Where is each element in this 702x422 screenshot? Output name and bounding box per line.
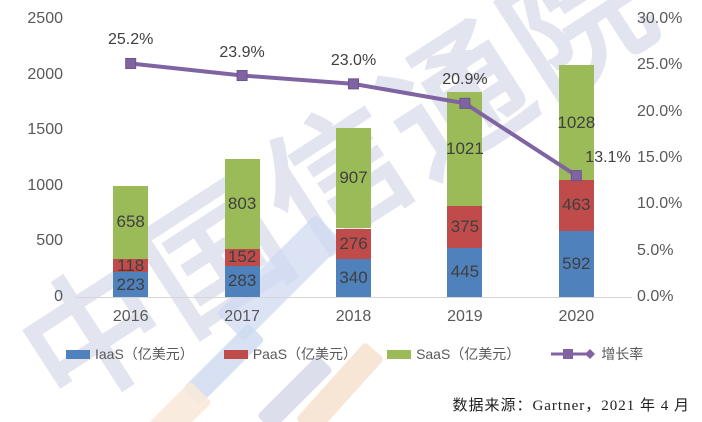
growth-rate-label: 23.9% — [219, 43, 265, 61]
right-axis-tick-label: 0.0% — [637, 288, 674, 305]
bar-segment: 223 — [113, 272, 149, 297]
x-axis-category-label: 2020 — [558, 308, 595, 325]
x-axis-category-label: 2017 — [224, 308, 260, 325]
bar-segment: 118 — [113, 256, 149, 275]
legend-label: PaaS（亿美元） — [252, 346, 358, 362]
legend-label: SaaS（亿美元） — [416, 346, 521, 362]
legend-item: 增长率 — [550, 344, 643, 364]
bar-segment: 276 — [336, 228, 371, 260]
x-axis-category-label: 2018 — [335, 308, 372, 325]
growth-rate-label: 25.2% — [108, 31, 154, 49]
bar-segment: 658 — [113, 185, 149, 260]
legend-swatch — [223, 349, 248, 359]
source-note: 数据来源：Gartner，2021 年 4 月 — [452, 398, 690, 414]
right-axis-tick-label: 15.0% — [637, 149, 683, 166]
left-axis-tick-label: 0 — [54, 288, 63, 305]
left-axis-tick-label: 2000 — [27, 65, 63, 83]
left-axis-tick-label: 2500 — [27, 10, 63, 27]
bar-segment: 152 — [224, 247, 260, 266]
growth-rate-label: 23.0% — [330, 51, 377, 69]
x-axis-category-label: 2019 — [447, 308, 483, 325]
left-axis-tick-label: 1000 — [27, 176, 63, 194]
legend-line-marker-icon — [551, 349, 596, 359]
legend-label: IaaS（亿美元） — [95, 346, 194, 362]
bar-segment: 592 — [558, 231, 594, 297]
bar-segment: 1021 — [446, 92, 484, 206]
bar-segment: 375 — [447, 205, 483, 248]
growth-rate-label: 20.9% — [442, 71, 488, 89]
legend-swatch — [387, 349, 412, 359]
right-axis-tick-label: 10.0% — [637, 195, 683, 213]
legend: IaaS（亿美元） PaaS（亿美元） SaaS（亿美元） 增长率 — [66, 345, 643, 363]
left-axis-tick-label: 500 — [36, 232, 63, 250]
right-axis-tick-label: 5.0% — [637, 241, 674, 259]
growth-rate-label: 13.1% — [585, 148, 631, 166]
bar-segment: 283 — [224, 265, 260, 297]
x-axis-category-label: 2016 — [112, 308, 149, 325]
legend-item: PaaS（亿美元） — [223, 344, 358, 364]
right-axis-tick-label: 25.0% — [637, 56, 683, 74]
bar-segment: 463 — [558, 179, 594, 232]
bar-segment: 340 — [336, 259, 371, 297]
legend-item: IaaS（亿美元） — [66, 344, 194, 364]
legend-label: 增长率 — [601, 346, 644, 362]
bar-segment: 907 — [336, 127, 371, 229]
legend-swatch — [66, 349, 90, 359]
x-axis-line — [75, 297, 632, 298]
right-axis-tick-label: 20.0% — [637, 102, 683, 120]
right-axis-tick-label: 30.0% — [637, 10, 683, 27]
bar-segment: 803 — [224, 159, 260, 249]
legend-item: SaaS（亿美元） — [387, 344, 520, 364]
left-axis-tick-label: 1500 — [27, 121, 63, 139]
bar-segment: 445 — [447, 247, 483, 297]
